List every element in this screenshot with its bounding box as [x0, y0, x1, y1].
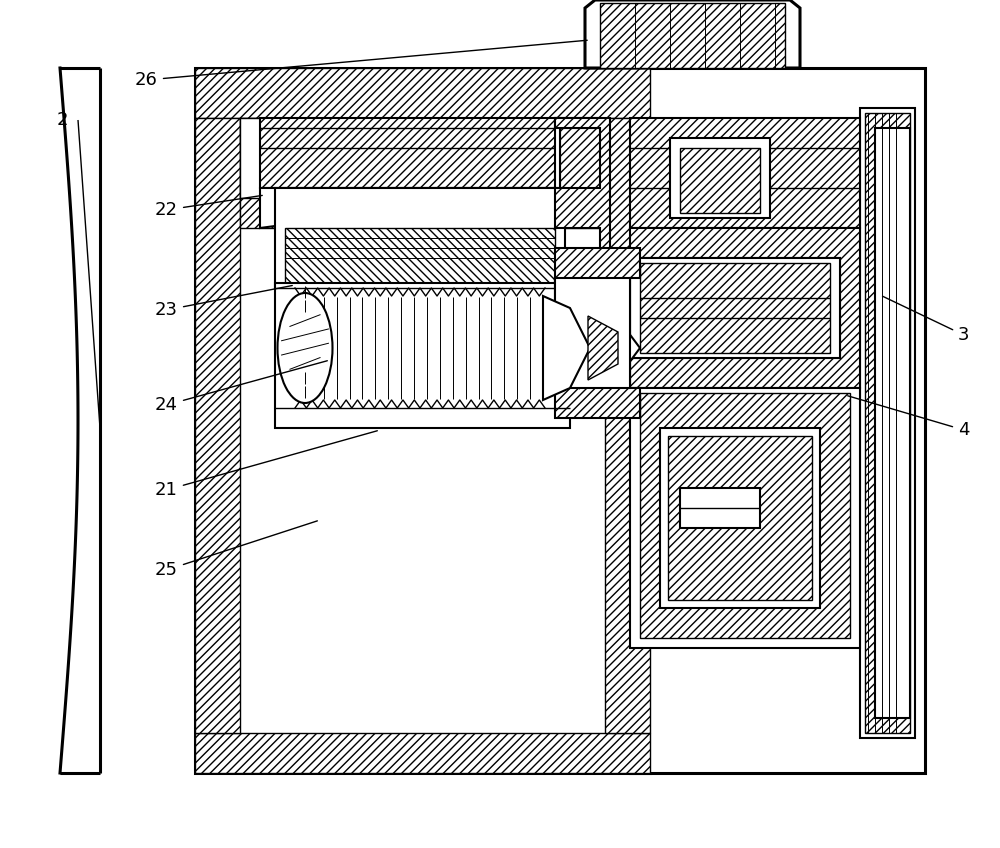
Bar: [240, 118, 260, 198]
Polygon shape: [195, 68, 650, 118]
Polygon shape: [285, 228, 555, 283]
Bar: [555, 278, 630, 388]
Polygon shape: [588, 316, 618, 380]
Text: 23: 23: [155, 286, 292, 319]
Text: 4: 4: [848, 396, 970, 439]
Text: 21: 21: [155, 431, 377, 499]
Polygon shape: [195, 118, 240, 733]
Polygon shape: [630, 228, 860, 388]
Bar: [680, 488, 760, 528]
Polygon shape: [630, 118, 860, 228]
Bar: [275, 188, 565, 288]
Polygon shape: [555, 118, 610, 288]
Polygon shape: [585, 0, 800, 68]
Polygon shape: [605, 118, 650, 733]
Text: 25: 25: [155, 521, 317, 579]
Polygon shape: [640, 263, 830, 353]
Text: 3: 3: [883, 296, 970, 344]
Polygon shape: [640, 393, 850, 638]
Polygon shape: [680, 148, 760, 213]
Polygon shape: [600, 3, 785, 68]
Polygon shape: [668, 436, 812, 600]
Bar: [195, 68, 650, 773]
Polygon shape: [865, 113, 910, 733]
Text: 22: 22: [155, 195, 262, 219]
Polygon shape: [240, 118, 605, 228]
Polygon shape: [260, 118, 600, 228]
Polygon shape: [543, 296, 590, 400]
Text: 26: 26: [135, 40, 587, 89]
Polygon shape: [580, 308, 640, 388]
Bar: [860, 108, 915, 738]
Bar: [660, 428, 820, 608]
Ellipse shape: [278, 293, 332, 403]
Polygon shape: [630, 258, 840, 358]
Bar: [875, 128, 910, 718]
Text: 24: 24: [155, 360, 327, 414]
Text: 2: 2: [56, 111, 68, 129]
Polygon shape: [555, 248, 640, 418]
Bar: [670, 138, 770, 218]
Bar: [630, 388, 860, 648]
Polygon shape: [195, 733, 650, 773]
Polygon shape: [260, 118, 560, 188]
Bar: [630, 68, 925, 773]
Bar: [275, 283, 570, 428]
